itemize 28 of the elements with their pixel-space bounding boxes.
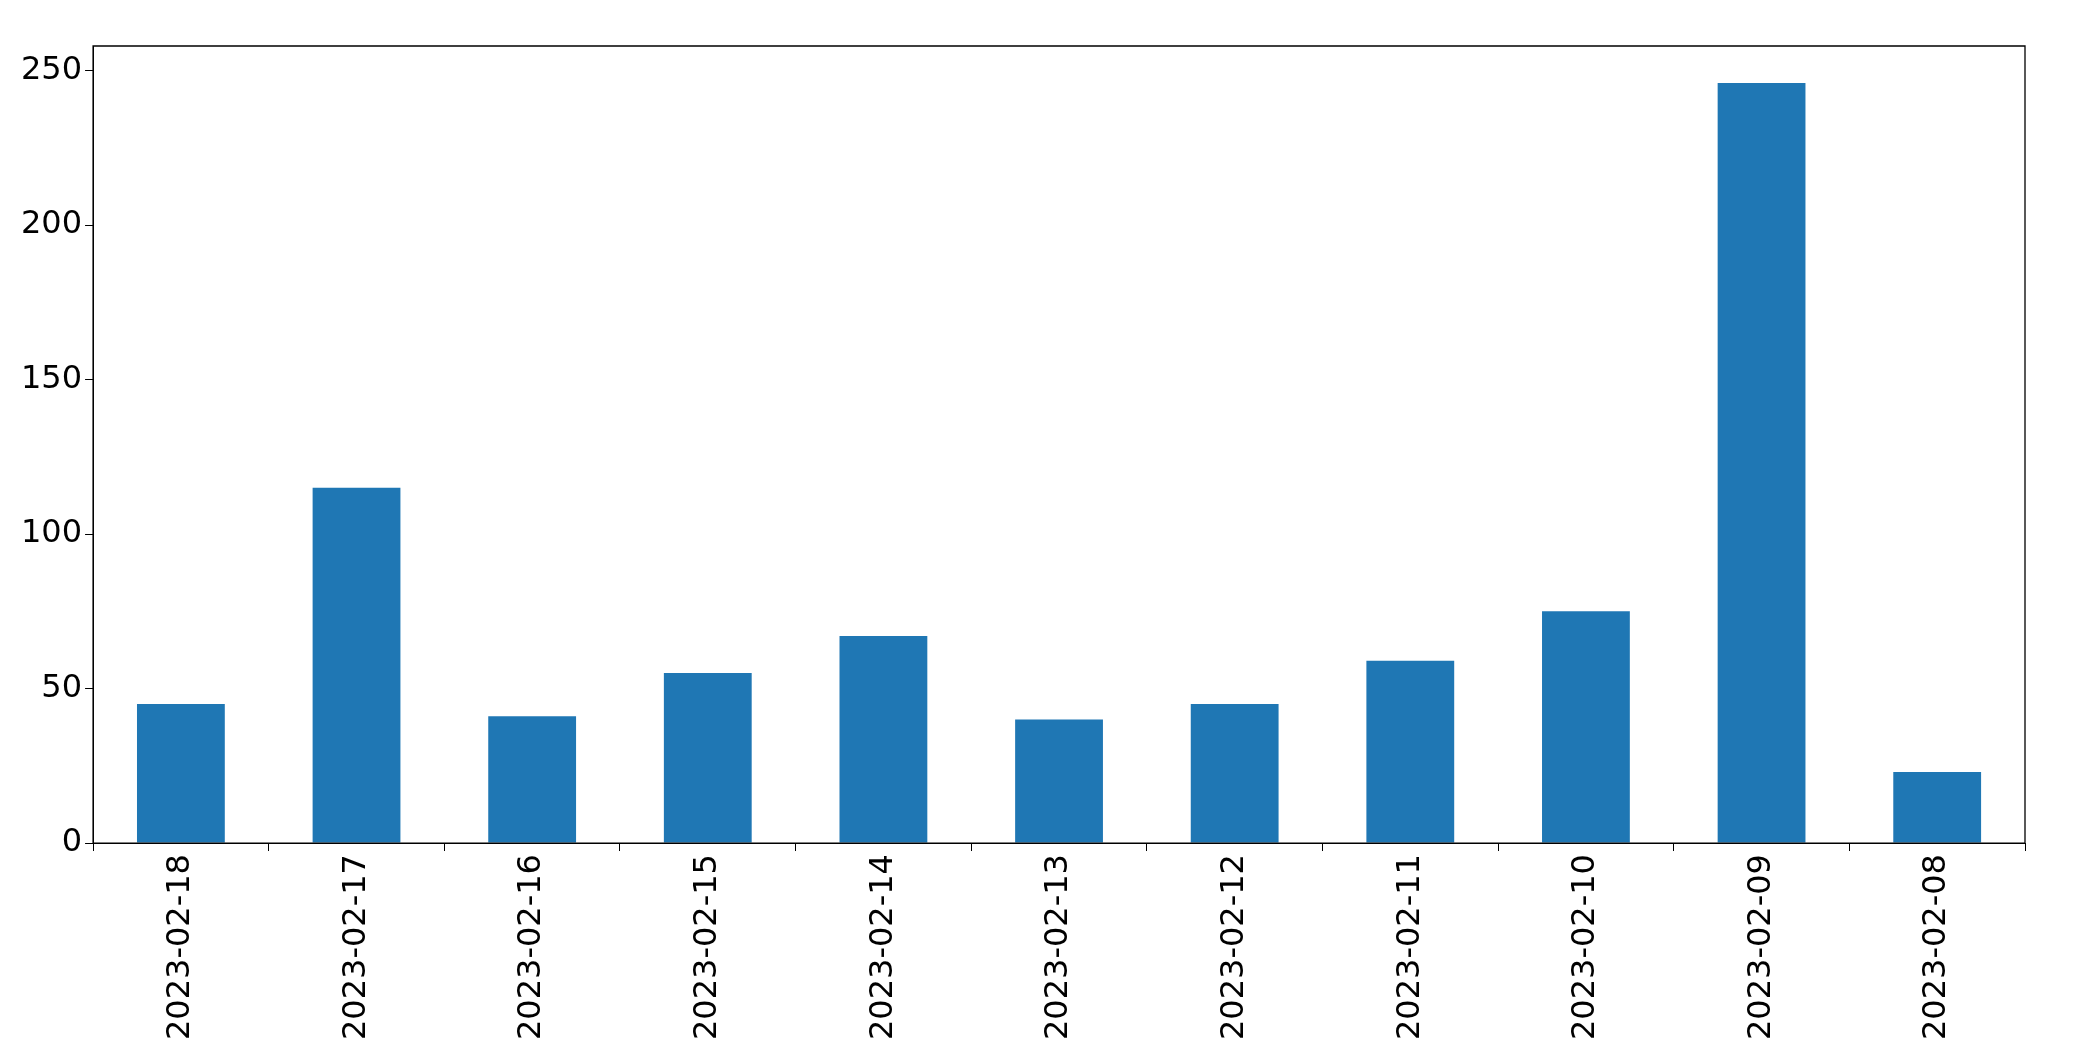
y-tick-label: 250 <box>21 49 83 88</box>
y-tick-label: 200 <box>21 203 83 242</box>
x-tick-label: 2023-02-10 <box>1564 854 1603 1040</box>
x-tick-label: 2023-02-09 <box>1739 854 1778 1040</box>
x-tick-label: 2023-02-12 <box>1212 854 1251 1040</box>
x-tick-label: 2023-02-14 <box>861 854 900 1040</box>
bar <box>136 704 225 843</box>
y-tick-label: 0 <box>61 821 83 860</box>
x-tick-label: 2023-02-08 <box>1915 854 1954 1040</box>
x-tick-label: 2023-02-13 <box>1037 854 1076 1040</box>
bar <box>839 636 928 843</box>
bar <box>1015 719 1103 843</box>
x-tick-label: 2023-02-15 <box>686 854 725 1040</box>
y-tick-label: 100 <box>21 512 83 551</box>
x-tick-label: 2023-02-18 <box>159 854 198 1040</box>
bar <box>1542 611 1630 843</box>
bar <box>1893 771 1982 843</box>
y-tick-label: 150 <box>21 357 83 396</box>
bar <box>1190 704 1279 843</box>
bar <box>312 487 401 843</box>
bar <box>1366 660 1455 843</box>
x-tick-label: 2023-02-11 <box>1388 854 1427 1040</box>
bar <box>663 673 752 843</box>
y-tick-label: 50 <box>41 666 83 705</box>
bar <box>1717 83 1806 843</box>
x-tick-label: 2023-02-17 <box>334 854 373 1040</box>
bar <box>488 716 577 843</box>
x-tick-label: 2023-02-16 <box>510 854 549 1040</box>
